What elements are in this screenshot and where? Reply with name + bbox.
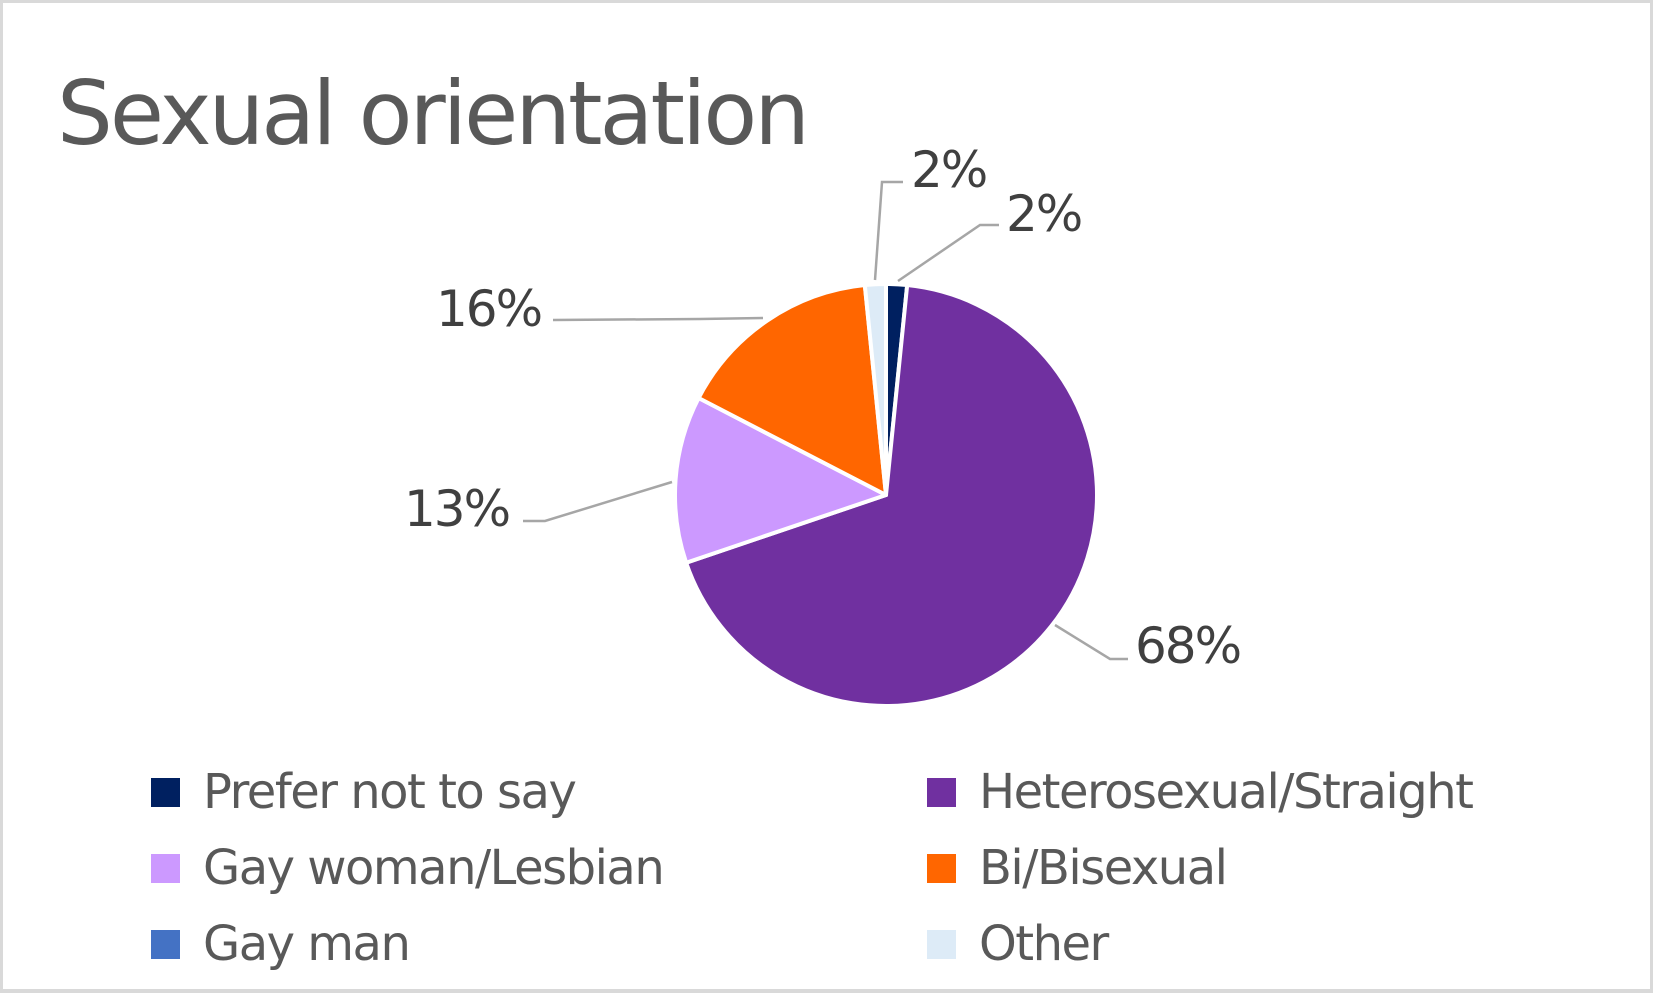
legend-swatch-icon bbox=[927, 777, 956, 807]
leader-line-other bbox=[873, 180, 903, 281]
legend-swatch-icon bbox=[151, 777, 180, 807]
legend-label: Prefer not to say bbox=[203, 764, 577, 820]
legend-item-gay-man[interactable]: Gay man bbox=[151, 920, 411, 968]
legend-item-prefer-not-to-say[interactable]: Prefer not to say bbox=[151, 768, 577, 816]
pie-slice-heterosexual-straight[interactable] bbox=[684, 283, 1099, 708]
legend-label: Gay man bbox=[203, 916, 411, 972]
data-label-bi: 16% bbox=[436, 280, 543, 338]
pie-slices bbox=[673, 282, 1099, 708]
data-label-lesbian: 13% bbox=[404, 480, 511, 538]
data-label-prefer-not-to-say: 2% bbox=[1006, 185, 1083, 243]
legend-label: Gay woman/Lesbian bbox=[203, 840, 665, 896]
data-label-hetero: 68% bbox=[1135, 617, 1242, 675]
pie-slice-other[interactable] bbox=[862, 282, 888, 497]
legend-item-other[interactable]: Other bbox=[927, 920, 1109, 968]
legend-item-lesbian[interactable]: Gay woman/Lesbian bbox=[151, 844, 665, 892]
leader-line-hetero bbox=[1054, 623, 1128, 661]
legend-label: Heterosexual/Straight bbox=[979, 764, 1474, 820]
leader-line-prefer bbox=[897, 223, 999, 283]
legend-swatch-icon bbox=[151, 929, 180, 959]
leader-line-lesbian bbox=[523, 480, 673, 523]
leader-lines bbox=[523, 180, 1128, 661]
legend-label: Other bbox=[979, 916, 1109, 972]
chart-title: Sexual orientation bbox=[57, 62, 810, 165]
legend-swatch-icon bbox=[927, 929, 956, 959]
pie-slice-gay-woman-lesbian[interactable] bbox=[673, 396, 888, 565]
legend-swatch-icon bbox=[151, 853, 180, 883]
leader-line-bi bbox=[552, 316, 764, 322]
pie-slice-bi-bisexual[interactable] bbox=[696, 283, 888, 497]
legend-swatch-icon bbox=[927, 853, 956, 883]
legend-label: Bi/Bisexual bbox=[979, 840, 1228, 896]
legend-item-heterosexual[interactable]: Heterosexual/Straight bbox=[927, 768, 1474, 816]
data-label-other: 2% bbox=[911, 141, 988, 199]
legend-item-bisexual[interactable]: Bi/Bisexual bbox=[927, 844, 1228, 892]
